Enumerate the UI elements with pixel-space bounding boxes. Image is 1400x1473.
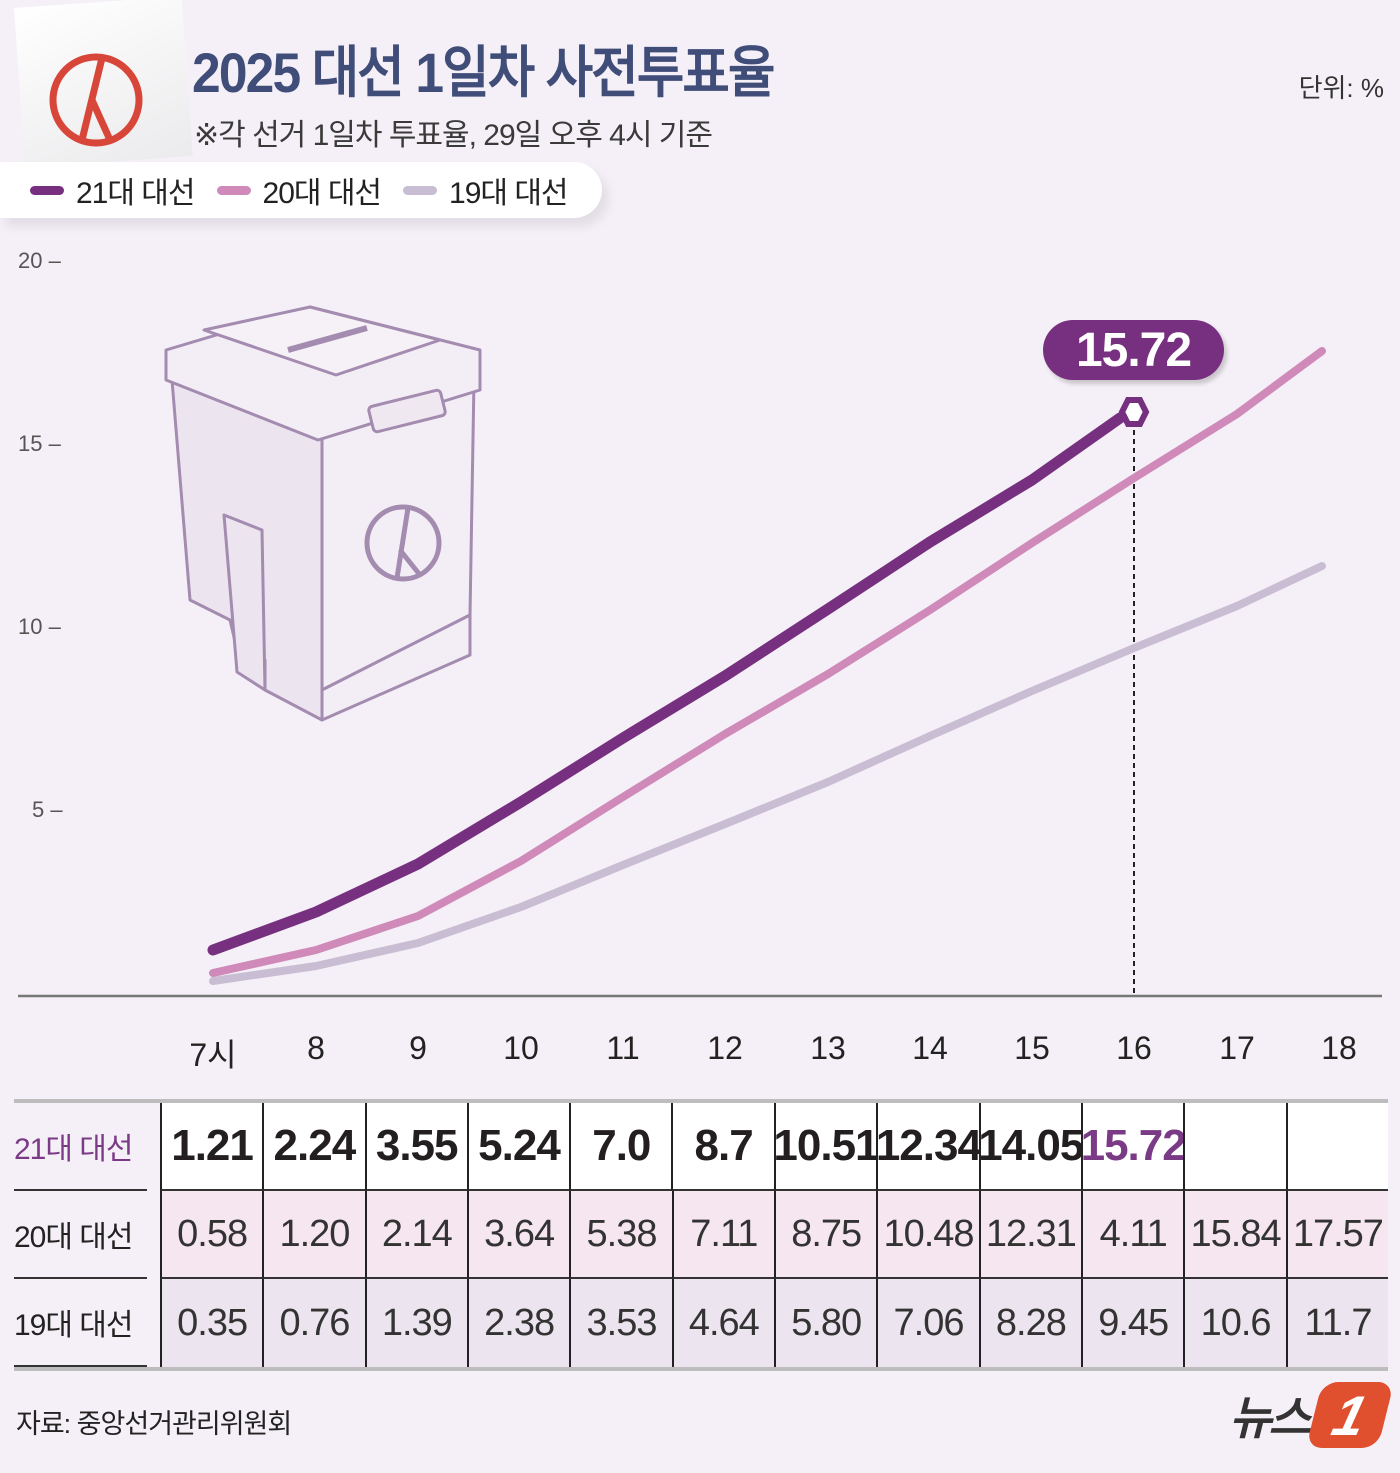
- x-tick: 7시: [189, 1037, 237, 1073]
- y-tick-10: 10 –: [18, 614, 61, 639]
- page-subtitle: ※각 선거 1일차 투표율, 29일 오후 4시 기준: [194, 119, 713, 152]
- chart-legend: 21대 대선 20대 대선 19대 대선: [0, 162, 602, 218]
- table-cell: 7.11: [671, 1191, 774, 1279]
- table-cell: 3.53: [569, 1279, 672, 1367]
- table-cell: 1.21: [159, 1103, 263, 1191]
- table-cell: 2.24: [262, 1103, 365, 1191]
- table-row-19: 19대 대선 0.35 0.76 1.39 2.38 3.53 4.64 5.8…: [14, 1279, 1389, 1367]
- page-title: 2025 대선 1일차 사전투표율: [192, 41, 775, 104]
- legend-item-20: 20대 대선: [216, 168, 383, 212]
- table-cell: 14.05: [978, 1103, 1084, 1191]
- table-cell: 7.06: [876, 1279, 979, 1367]
- legend-label: 20대 대선: [262, 177, 383, 210]
- table-cell: 4.64: [671, 1279, 774, 1367]
- table-cell: 10.48: [876, 1191, 979, 1279]
- legend-swatch-19: [403, 185, 438, 195]
- x-tick: 12: [707, 1030, 743, 1066]
- vote-stamp-icon: [49, 53, 143, 147]
- legend-label: 19대 대선: [449, 177, 569, 210]
- table-cell: 4.11: [1081, 1191, 1184, 1279]
- x-tick: 8: [307, 1030, 325, 1066]
- table-cell: 11.7: [1285, 1279, 1389, 1367]
- x-tick: 14: [912, 1030, 948, 1066]
- x-tick: 17: [1219, 1030, 1255, 1066]
- source-credit: 자료: 중앙선거관리위원회: [16, 1409, 292, 1439]
- table-row-21: 21대 대선 1.21 2.24 3.55 5.24 7.0 8.7 10.51…: [14, 1103, 1388, 1191]
- table-bottom-rule: [14, 1367, 1388, 1371]
- table-cell: 0.58: [159, 1191, 263, 1279]
- series-19-line: [209, 562, 1326, 985]
- data-table: 21대 대선 1.21 2.24 3.55 5.24 7.0 8.7 10.51…: [14, 1099, 1389, 1371]
- legend-swatch-21: [30, 185, 64, 195]
- x-tick: 16: [1116, 1030, 1152, 1066]
- table-cell: 5.24: [466, 1103, 570, 1191]
- logo-text: 뉴스: [1229, 1392, 1311, 1444]
- row-label: 21대 대선: [14, 1103, 147, 1191]
- table-cell: [1285, 1103, 1388, 1191]
- news1-logo: 뉴스 1: [1229, 1382, 1395, 1448]
- x-tick: 13: [810, 1030, 846, 1066]
- hexagon-marker: [1118, 397, 1150, 427]
- legend-swatch-20: [216, 185, 251, 195]
- x-tick: 11: [606, 1030, 640, 1066]
- legend-item-21: 21대 대선: [30, 168, 196, 212]
- y-tick-20: 20 –: [18, 248, 61, 273]
- table-cell: 1.39: [364, 1279, 467, 1367]
- row-label: 20대 대선: [14, 1191, 147, 1279]
- table-cell: 5.80: [774, 1279, 877, 1367]
- table-cell-highlight: 15.72: [1081, 1103, 1187, 1191]
- table-cell: 3.64: [466, 1191, 570, 1279]
- table-cell: 10.6: [1183, 1279, 1286, 1367]
- table-cell: 17.57: [1285, 1191, 1389, 1279]
- ballot-box-illustration: [164, 305, 482, 722]
- table-row-20: 20대 대선 0.58 1.20 2.14 3.64 5.38 7.11 8.7…: [14, 1191, 1389, 1279]
- unit-label: 단위: %: [1298, 73, 1384, 103]
- series-20-line: [209, 347, 1326, 977]
- legend-label: 21대 대선: [76, 177, 196, 210]
- table-cell: 2.14: [364, 1191, 467, 1279]
- table-cell: 12.34: [876, 1103, 982, 1191]
- table-cell: 3.55: [364, 1103, 467, 1191]
- logo-badge-icon: 1: [1305, 1382, 1395, 1448]
- x-tick: 10: [503, 1030, 539, 1066]
- table-cell: [1183, 1103, 1286, 1191]
- x-tick: 18: [1321, 1030, 1357, 1066]
- y-tick-5: 5 –: [32, 797, 63, 822]
- table-cell: 9.45: [1081, 1279, 1184, 1367]
- y-tick-15: 15 –: [18, 431, 61, 456]
- legend-item-19: 19대 대선: [403, 168, 569, 212]
- x-tick: 15: [1014, 1030, 1050, 1066]
- row-label: 19대 대선: [14, 1279, 147, 1367]
- table-cell: 15.84: [1183, 1191, 1286, 1279]
- table-cell: 10.51: [773, 1103, 880, 1191]
- table-cell: 5.38: [569, 1191, 672, 1279]
- table-cell: 1.20: [262, 1191, 365, 1279]
- x-tick: 9: [409, 1030, 427, 1066]
- table-cell: 8.75: [774, 1191, 877, 1279]
- table-cell: 2.38: [466, 1279, 570, 1367]
- table-cell: 0.76: [262, 1279, 365, 1367]
- table-cell: 12.31: [978, 1191, 1082, 1279]
- table-cell: 7.0: [569, 1103, 672, 1191]
- table-top-rule: [14, 1099, 1388, 1103]
- series-21-line: [207, 412, 1126, 956]
- current-value-callout: 15.72: [1043, 320, 1224, 380]
- table-cell: 8.7: [671, 1103, 774, 1191]
- table-cell: 0.35: [159, 1279, 263, 1367]
- table-cell: 8.28: [978, 1279, 1082, 1367]
